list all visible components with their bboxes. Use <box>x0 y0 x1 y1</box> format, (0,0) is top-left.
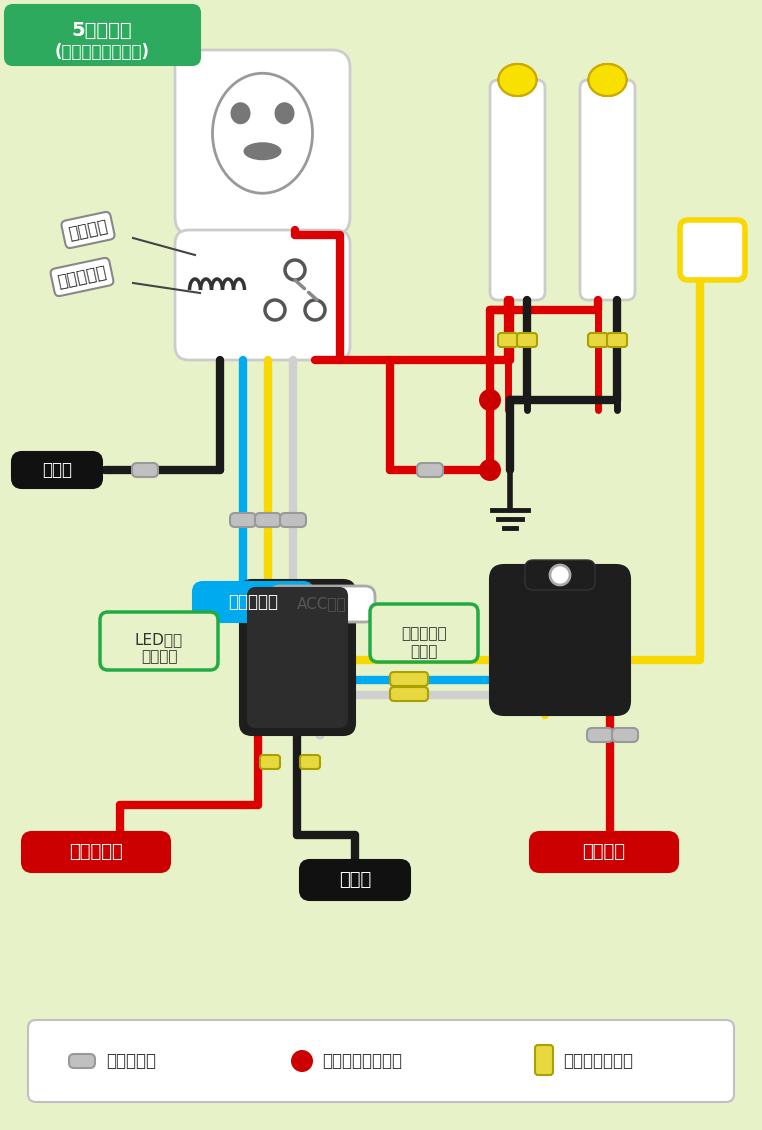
Text: LED調光: LED調光 <box>135 633 183 647</box>
FancyBboxPatch shape <box>588 333 608 347</box>
Circle shape <box>265 299 285 320</box>
Ellipse shape <box>588 64 626 96</box>
Text: ギボシ端子: ギボシ端子 <box>106 1052 156 1070</box>
Ellipse shape <box>479 459 501 481</box>
FancyBboxPatch shape <box>248 588 347 727</box>
Text: エレクトロタップ: エレクトロタップ <box>322 1052 402 1070</box>
FancyBboxPatch shape <box>300 860 410 899</box>
Circle shape <box>550 565 570 585</box>
Text: ACC電源: ACC電源 <box>297 597 347 611</box>
FancyBboxPatch shape <box>490 565 630 715</box>
Text: ユニット: ユニット <box>141 650 178 664</box>
Ellipse shape <box>498 64 536 96</box>
Text: リレー: リレー <box>410 644 437 660</box>
Text: 5極リレー: 5極リレー <box>72 20 133 40</box>
FancyBboxPatch shape <box>498 333 518 347</box>
FancyBboxPatch shape <box>100 612 218 670</box>
FancyBboxPatch shape <box>612 728 638 742</box>
FancyBboxPatch shape <box>370 605 478 662</box>
FancyBboxPatch shape <box>5 5 200 66</box>
Ellipse shape <box>588 64 626 96</box>
Text: 接続コネクター: 接続コネクター <box>563 1052 633 1070</box>
Ellipse shape <box>498 64 536 96</box>
Text: アース: アース <box>339 871 371 889</box>
Text: 常時電源: 常時電源 <box>582 843 626 861</box>
Ellipse shape <box>479 389 501 411</box>
FancyBboxPatch shape <box>525 560 595 590</box>
FancyBboxPatch shape <box>12 452 102 488</box>
FancyBboxPatch shape <box>417 463 443 477</box>
FancyBboxPatch shape <box>175 231 350 360</box>
FancyBboxPatch shape <box>517 333 537 347</box>
Text: ユニット用: ユニット用 <box>401 626 447 642</box>
FancyBboxPatch shape <box>390 672 428 686</box>
FancyBboxPatch shape <box>580 80 635 299</box>
Text: (コンパクトリレー): (コンパクトリレー) <box>55 43 149 61</box>
FancyBboxPatch shape <box>175 50 350 235</box>
FancyBboxPatch shape <box>28 1020 734 1102</box>
FancyBboxPatch shape <box>69 1054 95 1068</box>
Text: スイッチ: スイッチ <box>66 217 110 243</box>
FancyBboxPatch shape <box>530 832 678 872</box>
FancyBboxPatch shape <box>490 80 545 299</box>
FancyBboxPatch shape <box>132 463 158 477</box>
Ellipse shape <box>244 142 281 160</box>
Circle shape <box>305 299 325 320</box>
FancyBboxPatch shape <box>607 333 627 347</box>
Ellipse shape <box>588 64 626 96</box>
Text: 電磁コイル: 電磁コイル <box>56 263 108 292</box>
FancyBboxPatch shape <box>587 728 613 742</box>
FancyBboxPatch shape <box>255 513 281 527</box>
FancyBboxPatch shape <box>193 582 313 622</box>
FancyBboxPatch shape <box>22 832 170 872</box>
FancyBboxPatch shape <box>390 687 428 701</box>
Text: アース: アース <box>42 461 72 479</box>
Circle shape <box>285 260 305 280</box>
FancyBboxPatch shape <box>270 586 375 622</box>
Ellipse shape <box>498 64 536 96</box>
Ellipse shape <box>274 102 294 124</box>
Ellipse shape <box>230 102 251 124</box>
Ellipse shape <box>291 1050 313 1072</box>
FancyBboxPatch shape <box>240 580 355 734</box>
FancyBboxPatch shape <box>680 220 745 280</box>
FancyBboxPatch shape <box>535 1045 553 1075</box>
FancyBboxPatch shape <box>280 513 306 527</box>
Ellipse shape <box>213 73 312 193</box>
Text: イルミ電源: イルミ電源 <box>69 843 123 861</box>
FancyBboxPatch shape <box>230 513 256 527</box>
FancyBboxPatch shape <box>260 755 280 770</box>
FancyBboxPatch shape <box>300 755 320 770</box>
Text: イルミ電源: イルミ電源 <box>228 593 278 611</box>
